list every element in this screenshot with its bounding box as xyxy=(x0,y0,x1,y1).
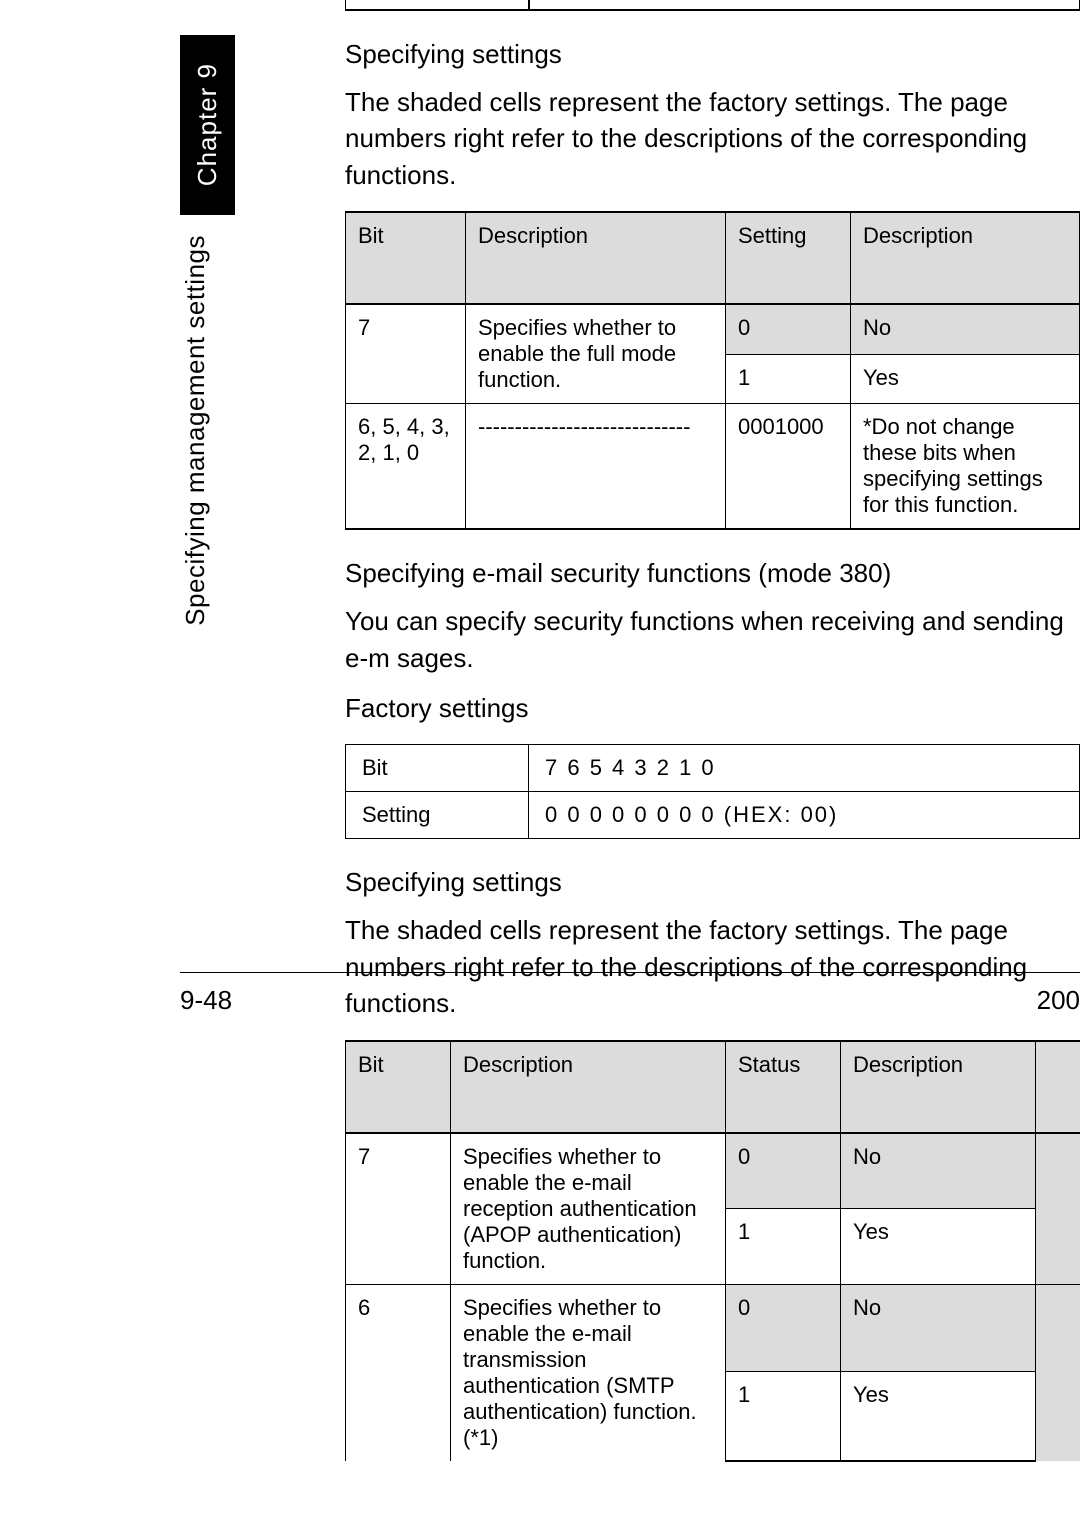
cell-d: *Do not change these bits when specifyin… xyxy=(851,404,1080,530)
th-bit: Bit xyxy=(346,1041,451,1133)
cell-extra xyxy=(1036,1133,1080,1285)
table-row: Bit 7 6 5 4 3 2 1 0 xyxy=(346,745,1080,792)
settings-table-1: Bit Description Setting Description 7 Sp… xyxy=(345,211,1080,530)
table-header-row: Bit Description Status Description xyxy=(346,1041,1080,1133)
table-row: 7 Specifies whether to enable the full m… xyxy=(346,304,1080,354)
cell-set1: 1 xyxy=(726,354,851,404)
section-heading-1: Specifying settings xyxy=(345,39,1080,70)
sidebar: Chapter 9 Specifying management settings xyxy=(180,35,235,626)
cell-d0: No xyxy=(851,304,1080,354)
chapter-label: Chapter 9 xyxy=(192,63,223,186)
cell-setting-label: Setting xyxy=(346,792,529,839)
chapter-badge: Chapter 9 xyxy=(180,35,235,215)
cell-bit: 7 xyxy=(346,304,466,404)
footer-page-left: 9-48 xyxy=(180,985,232,1016)
page: Chapter 9 Specifying management settings… xyxy=(0,0,1080,1530)
cell-bit: 6, 5, 4, 3, 2, 1, 0 xyxy=(346,404,466,530)
truncated-right: 0 0 0 0 1 0 0 0 (HEX: 08) xyxy=(529,0,1080,9)
cell-desc: Specifies whether to enable the full mod… xyxy=(466,304,726,404)
th-extra xyxy=(1036,1041,1080,1133)
table-row: 6, 5, 4, 3, 2, 1, 0 --------------------… xyxy=(346,404,1080,530)
truncated-top-row: Setting 0 0 0 0 1 0 0 0 (HEX: 08) xyxy=(345,0,1080,11)
cell-set0: 0 xyxy=(726,1284,841,1372)
section-heading-2: Specifying e-mail security functions (mo… xyxy=(345,558,1080,589)
cell-d1: Yes xyxy=(851,354,1080,404)
th-desc: Description xyxy=(466,212,726,304)
settings-table-2: Bit Description Status Description 7 Spe… xyxy=(345,1040,1080,1462)
cell-set0: 0 xyxy=(726,304,851,354)
cell-desc: Specifies whether to enable the e-mail r… xyxy=(451,1133,726,1285)
truncated-left: Setting xyxy=(345,0,529,9)
th-setting: Setting xyxy=(726,212,851,304)
cell-d0: No xyxy=(841,1133,1036,1209)
factory-table: Bit 7 6 5 4 3 2 1 0 Setting 0 0 0 0 0 0 … xyxy=(345,744,1080,839)
th-bit: Bit xyxy=(346,212,466,304)
footer-rule xyxy=(180,972,1080,973)
th-status: Status xyxy=(726,1041,841,1133)
th-desc2: Description xyxy=(851,212,1080,304)
cell-bit-label: Bit xyxy=(346,745,529,792)
cell-set0: 0 xyxy=(726,1133,841,1209)
cell-d1: Yes xyxy=(841,1372,1036,1461)
table-row: Setting 0 0 0 0 0 0 0 0 (HEX: 00) xyxy=(346,792,1080,839)
table-row: 7 Specifies whether to enable the e-mail… xyxy=(346,1133,1080,1209)
main-content: Setting 0 0 0 0 1 0 0 0 (HEX: 08) Specif… xyxy=(345,0,1080,1472)
cell-desc: ----------------------------- xyxy=(466,404,726,530)
section-para-2: You can specify security functions when … xyxy=(345,603,1080,676)
th-desc: Description xyxy=(451,1041,726,1133)
cell-bit: 6 xyxy=(346,1284,451,1461)
factory-label: Factory settings xyxy=(345,690,1080,726)
side-title: Specifying management settings xyxy=(180,235,223,626)
cell-d1: Yes xyxy=(841,1209,1036,1284)
cell-d0: No xyxy=(841,1284,1036,1372)
cell-set1: 1 xyxy=(726,1209,841,1284)
section-para-1: The shaded cells represent the factory s… xyxy=(345,84,1080,193)
cell-desc: Specifies whether to enable the e-mail t… xyxy=(451,1284,726,1461)
cell-extra xyxy=(1036,1284,1080,1461)
footer-page-right: 200 xyxy=(1037,985,1080,1016)
th-desc2: Description xyxy=(841,1041,1036,1133)
cell-setting-values: 0 0 0 0 0 0 0 0 (HEX: 00) xyxy=(529,792,1080,839)
table-header-row: Bit Description Setting Description xyxy=(346,212,1080,304)
section-para-3: The shaded cells represent the factory s… xyxy=(345,912,1080,1021)
section-heading-3: Specifying settings xyxy=(345,867,1080,898)
cell-bit-values: 7 6 5 4 3 2 1 0 xyxy=(529,745,1080,792)
cell-set1: 1 xyxy=(726,1372,841,1461)
table-row: 6 Specifies whether to enable the e-mail… xyxy=(346,1284,1080,1372)
cell-set: 0001000 xyxy=(726,404,851,530)
cell-bit: 7 xyxy=(346,1133,451,1285)
